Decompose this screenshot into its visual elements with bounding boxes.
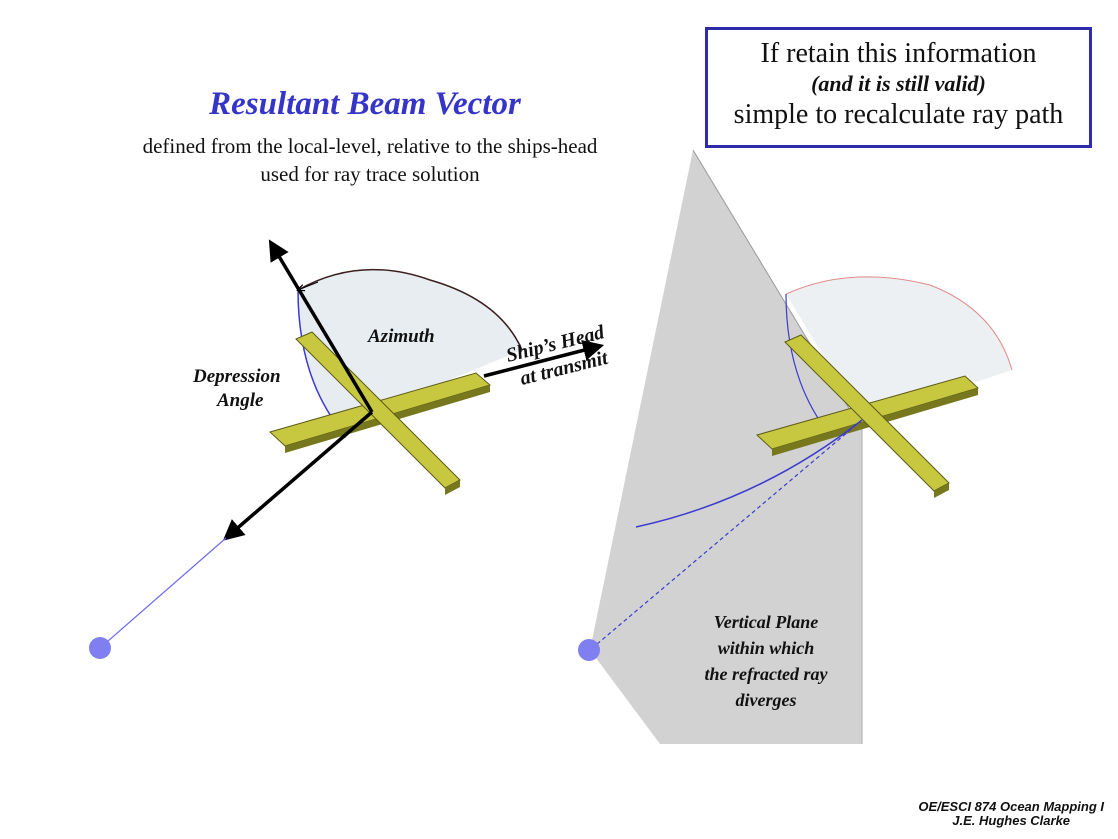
vertical-axis-arrow [268, 239, 374, 413]
info-line-2: (and it is still valid) [811, 71, 986, 96]
cross-arm-short-right-side [934, 483, 949, 498]
vertical-plane-label-3: the refracted ray [705, 664, 829, 684]
footer-author: J.E. Hughes Clarke [952, 813, 1071, 828]
vertical-plane-label-4: diverges [736, 690, 797, 710]
vertical-plane-label-2: within which [718, 638, 815, 658]
seafloor-point-left [89, 637, 111, 659]
left-diagram: Azimuth Depression Angle Ship’s Head at … [89, 239, 611, 659]
info-line-3: simple to recalculate ray path [733, 99, 1064, 130]
azimuth-arc [297, 268, 523, 351]
straight-ray-dashed [589, 419, 863, 651]
info-box: If retain this information (and it is st… [705, 27, 1092, 148]
vertical-plane [590, 150, 862, 744]
azimuth-arc-right [785, 276, 1013, 371]
slide-title: Resultant Beam Vector [209, 86, 521, 122]
footer-course: OE/ESCI 874 Ocean Mapping I [918, 799, 1104, 814]
depression-label: Depression [192, 366, 281, 387]
azimuth-arc-arrow [298, 281, 319, 290]
subtitle-line-1: defined from the local-level, relative t… [142, 134, 598, 158]
azimuth-label: Azimuth [367, 326, 435, 347]
subtitle-line-2: used for ray trace solution [260, 162, 480, 186]
seafloor-point-right [578, 639, 600, 661]
cross-arm-short-side [445, 480, 460, 495]
info-line-1: If retain this information [760, 38, 1037, 69]
vertical-plane-label-1: Vertical Plane [714, 612, 819, 632]
slide-subtitle: defined from the local-level, relative t… [80, 132, 660, 188]
ships-head-arrow [483, 340, 605, 378]
footer-credit: OE/ESCI 874 Ocean Mapping I J.E. Hughes … [918, 800, 1104, 828]
refracted-ray-curve [635, 419, 863, 528]
beam-ray-line [99, 537, 227, 649]
beam-vector-arrow [222, 410, 374, 541]
right-diagram: Vertical Plane within which the refracte… [578, 149, 1013, 744]
angle-label: Angle [216, 390, 264, 411]
